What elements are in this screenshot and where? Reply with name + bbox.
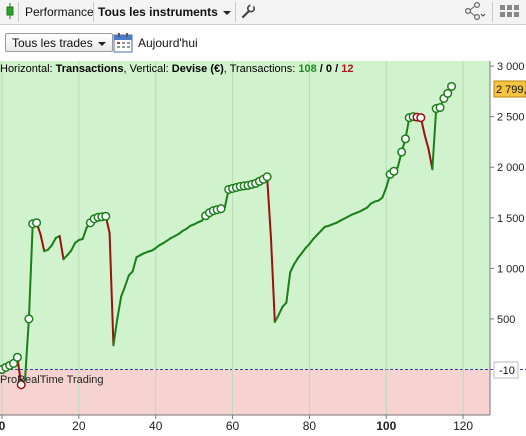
trade-markers [0,81,457,390]
curve-segment-up [27,222,34,320]
trade-marker [443,88,453,98]
filter-bar: Tous les trades Aujourd'hui [0,25,526,61]
calendar-icon[interactable] [113,32,133,56]
share-icon[interactable] [463,0,486,24]
trade-marker [435,102,445,113]
instruments-dropdown[interactable]: Tous les instruments [98,0,231,24]
equity-curve-svg: 500 1 000 1 500 2 000 2 500 3 000 0 20 40 60 80 10… [0,61,526,433]
curve-segment-up [273,313,280,323]
profit-zone [0,61,490,370]
trade-marker [32,218,42,228]
y-axis-ticks: 500 1 000 1 500 2 000 2 500 3 000 [490,61,525,326]
curve-segment-up [277,305,284,316]
trade-marker [24,314,34,324]
date-filter-label[interactable]: Aujourd'hui [138,36,198,50]
x-tick-label: 0 [0,419,6,433]
curve-segment-up [50,237,57,247]
curve-segment-up [308,238,315,246]
curve-segment-up [289,263,296,274]
chevron-down-icon [222,10,231,15]
x-tick-label: 100 [376,419,396,433]
trade-marker [416,113,426,123]
trade-marker [262,172,272,182]
curve-segment-up [70,242,77,252]
trade-marker [216,204,226,214]
y-tick-label: 3 000 [497,61,525,73]
curve-segment-up [120,285,126,298]
trade-marker [389,166,399,176]
instruments-label: Tous les instruments [98,5,218,19]
curve-segment-up [112,317,119,347]
curve-segment-up [300,247,307,255]
zero-value-badge [493,361,519,379]
wrench-icon[interactable] [240,0,256,24]
curve-segment-up [116,295,123,320]
trade-marker [16,380,26,390]
trades-filter-label: Tous les trades [12,36,93,50]
x-tick-label: 40 [149,419,163,433]
loss-zone [0,369,490,415]
x-grid [1,61,464,415]
trade-marker [101,211,111,221]
zero-value-label: -10 [499,365,515,377]
curve-segment-down [58,234,65,261]
curve-segment-up [296,252,303,260]
curve-segment-up [381,186,388,199]
curve-segment-down [423,133,430,150]
x-tick-label: 20 [72,419,86,433]
curve-segment-up [81,226,88,241]
curve-segment-up [285,271,292,304]
watermark-text: ProRealTime Trading [0,374,104,386]
y-tick-label: 1 500 [497,213,525,225]
chevron-down-icon [97,41,106,46]
curve-segment-up [123,274,130,288]
x-tick-label: 80 [303,419,317,433]
performance-chart: 500 1 000 1 500 2 000 2 500 3 000 0 20 40 60 80 10… [0,61,526,433]
curve-segment-down [16,356,23,386]
trade-marker [400,134,411,144]
layout-grid-icon[interactable] [498,0,522,24]
x-tick-label: 60 [226,419,240,433]
current-value-label: 2 799, [496,84,526,96]
x-tick-label: 120 [453,419,473,433]
candlestick-icon[interactable] [3,0,17,24]
curve-segment-down [269,237,276,323]
tab-performance[interactable]: Performance [25,5,94,19]
trade-marker [12,352,22,362]
curve-segment-up [131,256,138,273]
curve-segment-up [293,257,299,266]
trades-filter-dropdown[interactable]: Tous les trades [5,33,113,52]
y-tick-label: 2 500 [497,112,525,124]
curve-segment-up [431,107,438,171]
curve-segment-down [39,232,46,253]
y-tick-label: 500 [497,314,515,326]
y-tick-label: 1 000 [497,263,525,275]
curve-segment-down [266,175,272,239]
curve-segment-up [24,317,30,381]
chart-header: Horizontal: Transactions, Vertical: Devi… [0,63,353,75]
curve-segment-down [108,231,115,347]
x-axis-ticks: 0 20 40 60 80 100 120 [0,415,473,433]
trade-marker [397,147,407,157]
y-tick-label: 2 000 [497,162,525,174]
current-value-badge [493,80,526,98]
trade-marker [447,81,457,91]
main-toolbar: Performance Tous les instruments [0,0,526,25]
